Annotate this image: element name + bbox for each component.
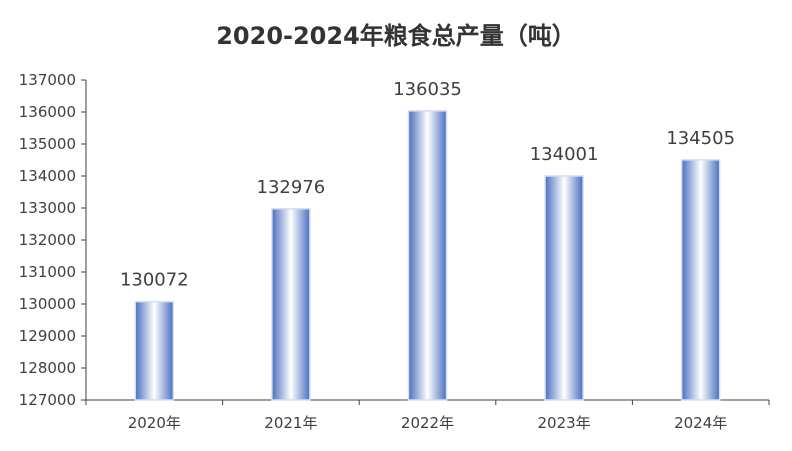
bars: [134, 110, 721, 401]
data-label: 132976: [257, 177, 326, 198]
chart-title: 2020-2024年粮食总产量（吨）: [216, 22, 576, 50]
y-tick-label: 132000: [19, 231, 76, 249]
y-tick-label: 130000: [19, 295, 76, 313]
data-label: 136035: [393, 79, 462, 100]
bar: [544, 175, 584, 401]
data-label: 134505: [666, 128, 735, 149]
data-label: 134001: [530, 144, 599, 165]
y-tick-label: 135000: [19, 135, 76, 153]
y-tick-label: 128000: [19, 359, 76, 377]
y-tick-label: 129000: [19, 327, 76, 345]
y-tick-label: 133000: [19, 199, 76, 217]
x-tick-label: 2022年: [401, 414, 454, 432]
bar: [271, 208, 311, 401]
x-tick-label: 2021年: [264, 414, 317, 432]
x-tick-label: 2020年: [128, 414, 181, 432]
y-tick-label: 137000: [19, 71, 76, 89]
y-tick-label: 127000: [19, 391, 76, 409]
x-tick-label: 2024年: [674, 414, 727, 432]
bar: [134, 300, 175, 401]
bar: [407, 110, 448, 401]
labels: 130072 2020年 132976 2021年 136035 2022年 134001 2…: [120, 79, 735, 432]
y-tick-label: 131000: [19, 263, 76, 281]
y-tick-label: 134000: [19, 167, 76, 185]
y-tick-label: 136000: [19, 103, 76, 121]
axes: 127000 128000 129000 130000 131000 132000 1330…: [19, 71, 770, 409]
bar: [680, 159, 721, 401]
data-label: 130072: [120, 270, 189, 291]
x-tick-label: 2023年: [538, 414, 591, 432]
